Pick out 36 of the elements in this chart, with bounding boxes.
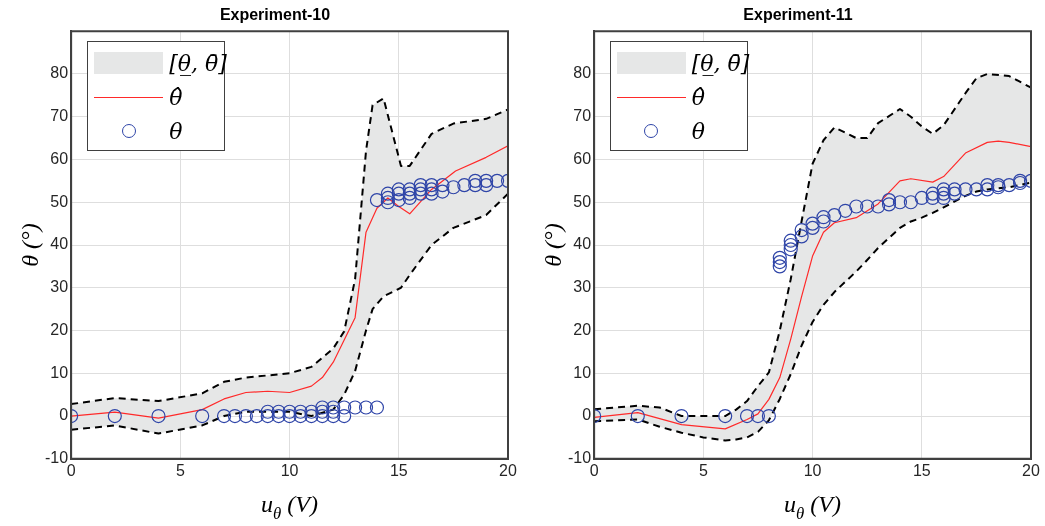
x-tick-label: 10: [803, 461, 822, 479]
y-tick-label: 0: [581, 406, 591, 424]
y-axis-title: θ (°): [539, 223, 566, 267]
legend-label: θ̂: [169, 84, 183, 110]
y-tick-label: -10: [567, 449, 591, 467]
y-tick-label: 60: [572, 149, 591, 167]
legend-label: θ: [691, 118, 705, 144]
y-tick-label: 70: [50, 107, 69, 125]
x-tick-label: 20: [1021, 461, 1040, 479]
x-tick-label: 5: [175, 461, 185, 479]
y-tick-label: 50: [50, 192, 69, 210]
legend-label: θ: [169, 118, 183, 144]
y-tick-label: 60: [50, 149, 69, 167]
y-tick-label: 10: [572, 363, 591, 381]
chart-title: Experiment-11: [742, 6, 853, 24]
y-tick-label: -10: [45, 449, 69, 467]
y-tick-label: 30: [50, 278, 69, 296]
y-tick-label: 70: [572, 107, 591, 125]
chart-title: Experiment-10: [219, 6, 331, 24]
y-tick-label: 40: [572, 235, 591, 253]
y-tick-label: 80: [572, 64, 591, 82]
x-tick-label: 15: [912, 461, 931, 479]
y-tick-label: 20: [572, 320, 591, 338]
y-tick-label: 50: [572, 192, 591, 210]
y-tick-label: 20: [50, 320, 69, 338]
legend-label: θ̂: [691, 84, 705, 110]
y-tick-label: 40: [50, 235, 69, 253]
y-tick-label: 80: [50, 64, 69, 82]
y-tick-label: 0: [59, 406, 69, 424]
y-tick-label: 10: [50, 363, 69, 381]
x-tick-label: 20: [499, 461, 517, 479]
x-tick-label: 15: [389, 461, 408, 479]
y-tick-label: 30: [572, 278, 591, 296]
x-tick-label: 10: [280, 461, 299, 479]
x-tick-label: 5: [698, 461, 708, 479]
y-axis-title: θ (°): [17, 223, 43, 267]
